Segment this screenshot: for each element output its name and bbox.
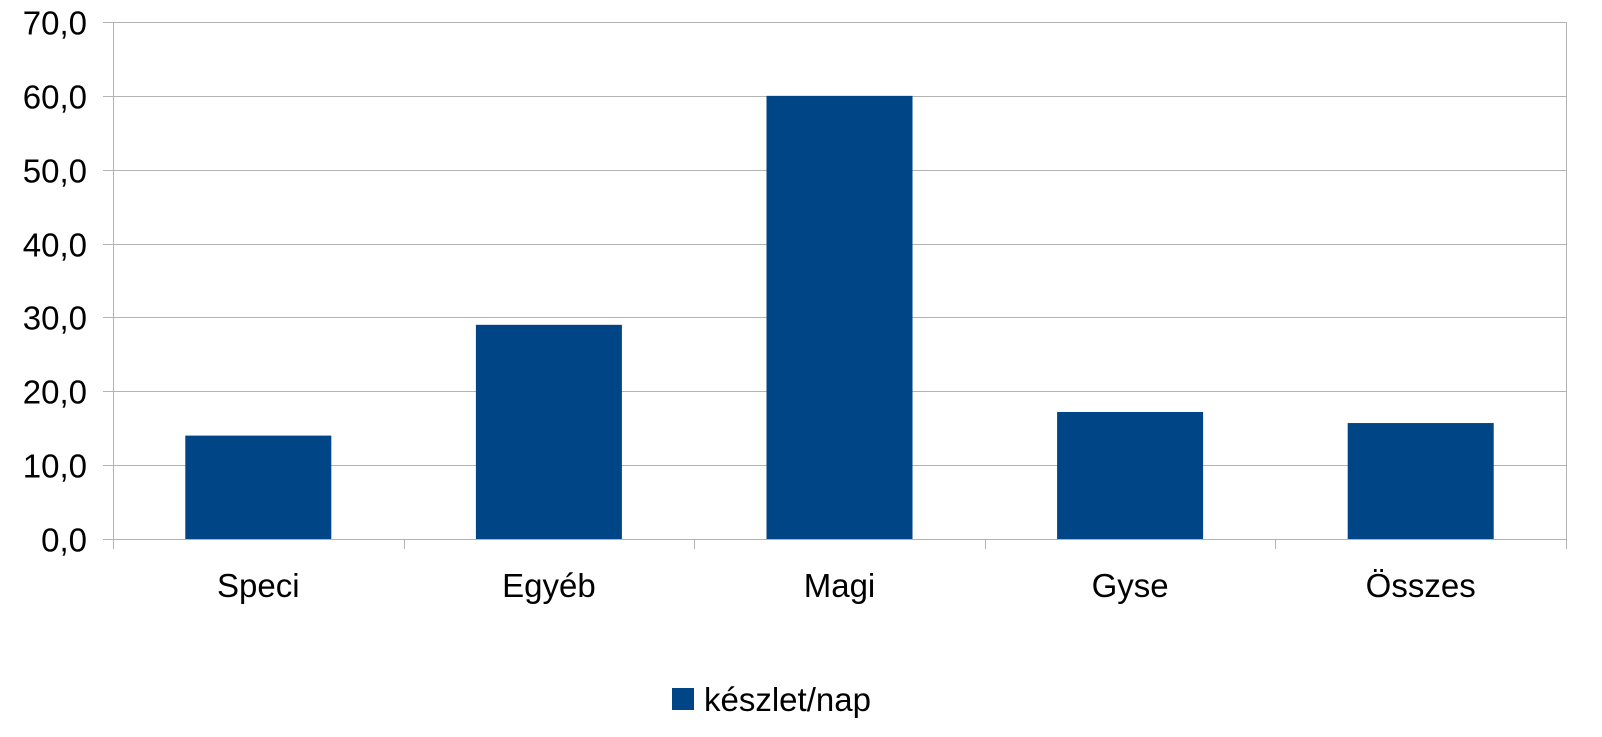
axes bbox=[113, 22, 1567, 549]
bar-összes bbox=[1347, 423, 1494, 539]
y-tick-label: 30,0 bbox=[23, 300, 87, 337]
x-category-label: Egyéb bbox=[502, 567, 596, 604]
bar-egyéb bbox=[475, 324, 622, 539]
legend-label: készlet/nap bbox=[704, 681, 871, 718]
bar-speci bbox=[185, 435, 332, 539]
x-axis-category-labels: Speci Egyéb Magi Gyse Összes bbox=[217, 567, 1476, 604]
x-category-label: Magi bbox=[804, 567, 876, 604]
y-tick-label: 10,0 bbox=[23, 448, 87, 485]
bar-gyse bbox=[1057, 411, 1204, 539]
y-tick-label: 50,0 bbox=[23, 153, 87, 190]
y-tick-label: 40,0 bbox=[23, 227, 87, 264]
y-axis-tick-labels: 0,0 10,0 20,0 30,0 40,0 50,0 60,0 70,0 bbox=[23, 5, 87, 559]
bars bbox=[185, 95, 1494, 539]
bar-magi bbox=[766, 95, 913, 539]
y-tick-label: 0,0 bbox=[41, 522, 87, 559]
x-category-label: Összes bbox=[1366, 567, 1476, 604]
x-category-label: Gyse bbox=[1092, 567, 1169, 604]
y-tick-label: 70,0 bbox=[23, 5, 87, 42]
y-tick-label: 20,0 bbox=[23, 374, 87, 411]
legend-swatch bbox=[672, 688, 694, 710]
y-tick-label: 60,0 bbox=[23, 79, 87, 116]
legend: készlet/nap bbox=[672, 681, 871, 718]
x-category-label: Speci bbox=[217, 567, 300, 604]
